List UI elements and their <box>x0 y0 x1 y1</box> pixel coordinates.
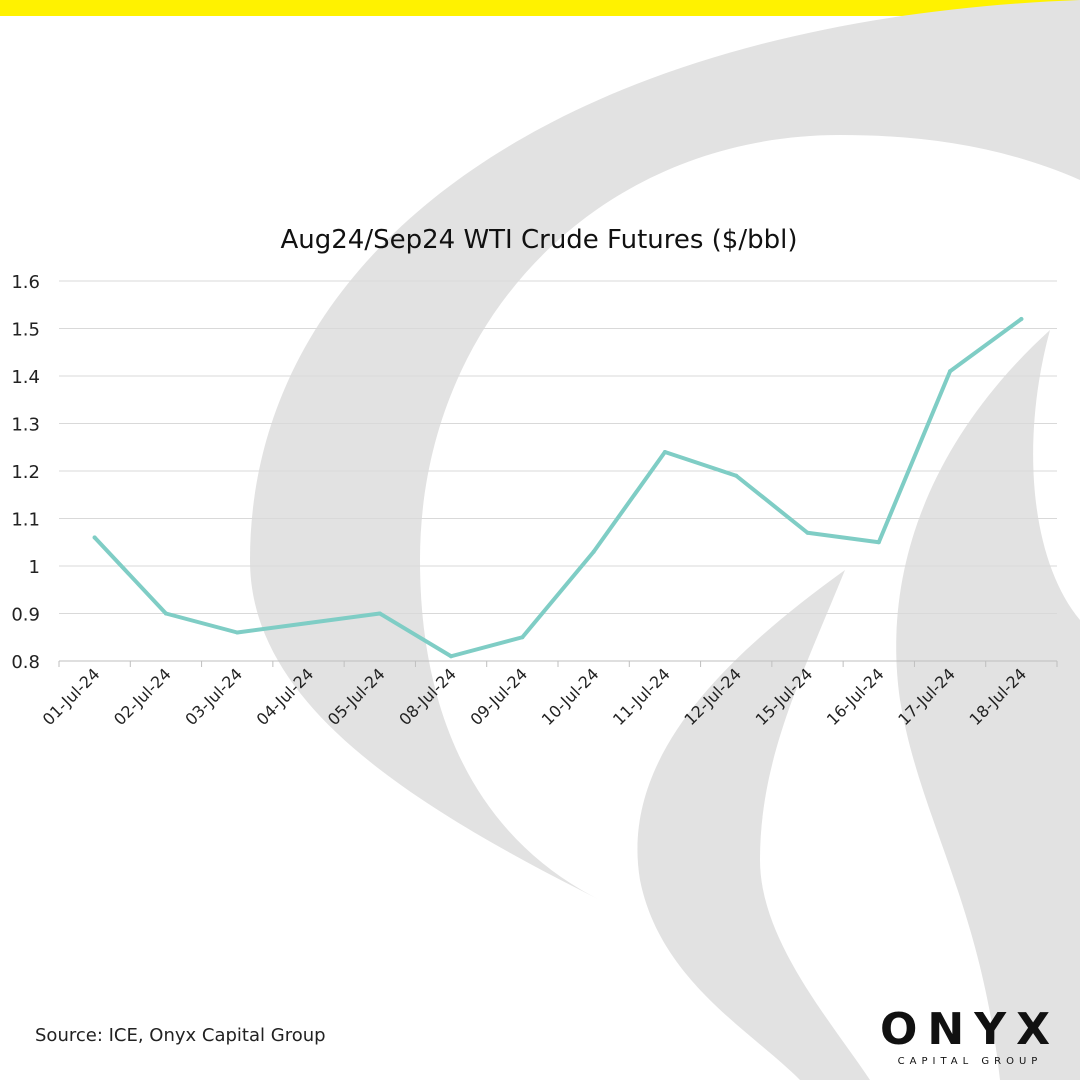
x-tick-label: 09-Jul-24 <box>467 664 532 729</box>
x-tick-label: 12-Jul-24 <box>680 664 745 729</box>
x-tick-label: 05-Jul-24 <box>324 664 389 729</box>
source-note: Source: ICE, Onyx Capital Group <box>35 1025 326 1046</box>
accent-bar <box>0 0 1080 16</box>
series-layer <box>92 317 1024 659</box>
watermark-flame-left <box>637 570 870 1080</box>
x-tick-label: 11-Jul-24 <box>609 664 674 729</box>
data-point <box>520 635 525 640</box>
y-tick-label: 1.1 <box>11 510 40 531</box>
x-tick-label: 15-Jul-24 <box>752 664 817 729</box>
onyx-logo: ONYX CAPITAL GROUP <box>878 1005 1062 1071</box>
logo-tagline: CAPITAL GROUP <box>897 1056 1043 1067</box>
y-tick-label: 1.4 <box>11 367 40 388</box>
data-point <box>948 369 953 374</box>
y-tick-label: 1.3 <box>11 415 40 436</box>
x-tick-label: 08-Jul-24 <box>395 664 460 729</box>
x-tick-label: 04-Jul-24 <box>253 664 318 729</box>
x-axis: 01-Jul-24 02-Jul-24 03-Jul-24 04-Jul-24 05-J… <box>39 660 1058 729</box>
watermark-flame-middle <box>667 740 850 1080</box>
data-point <box>449 654 454 659</box>
data-point <box>163 611 168 616</box>
data-point <box>235 630 240 635</box>
data-point <box>662 450 667 454</box>
y-tick-label: 1 <box>29 557 40 578</box>
x-tick-label: 02-Jul-24 <box>110 664 175 729</box>
y-tick-label: 0.9 <box>11 605 40 626</box>
x-tick-label: 17-Jul-24 <box>894 664 959 729</box>
y-axis: 0.8 0.9 1 1.1 1.2 1.3 1.4 1.5 1.6 <box>11 272 40 673</box>
data-point <box>306 621 311 625</box>
y-tick-label: 1.2 <box>11 462 40 483</box>
y-tick-label: 1.6 <box>11 272 40 293</box>
series-line <box>92 317 1024 659</box>
watermark-flame-right <box>896 330 1080 1080</box>
x-tick-label: 03-Jul-24 <box>181 664 246 729</box>
data-point <box>92 535 97 540</box>
gridlines <box>59 280 1057 614</box>
x-tick-label: 16-Jul-24 <box>823 664 888 729</box>
x-tick-label: 18-Jul-24 <box>966 664 1031 729</box>
data-point <box>591 549 596 554</box>
x-tick-label: 10-Jul-24 <box>538 664 603 729</box>
data-point <box>377 611 382 616</box>
logo-wordmark: ONYX <box>879 1004 1060 1055</box>
data-point <box>1019 317 1024 321</box>
data-point <box>805 530 810 535</box>
chart-title: Aug24/Sep24 WTI Crude Futures ($/bbl) <box>280 225 797 255</box>
data-point <box>876 540 881 545</box>
data-point <box>734 473 739 478</box>
y-tick-label: 1.5 <box>11 320 40 341</box>
watermark-ring <box>250 0 1080 900</box>
y-tick-label: 0.8 <box>11 652 40 673</box>
x-tick-label: 01-Jul-24 <box>39 664 104 729</box>
